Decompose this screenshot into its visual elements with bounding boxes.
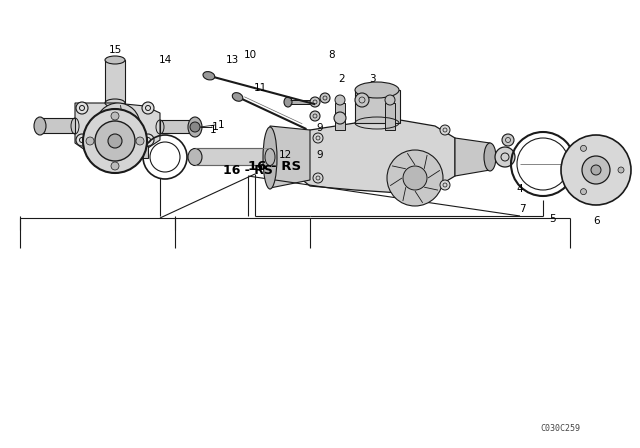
Circle shape — [111, 112, 119, 120]
Circle shape — [96, 103, 140, 147]
Polygon shape — [75, 103, 160, 153]
Polygon shape — [385, 103, 395, 130]
Text: 2: 2 — [339, 74, 346, 84]
Text: 14: 14 — [158, 55, 172, 65]
Circle shape — [320, 93, 330, 103]
Ellipse shape — [188, 148, 202, 165]
Text: 10: 10 — [243, 50, 257, 60]
Text: 3: 3 — [369, 74, 375, 84]
Circle shape — [355, 93, 369, 107]
Circle shape — [582, 156, 610, 184]
Circle shape — [111, 162, 119, 170]
Text: 12: 12 — [278, 150, 292, 160]
Circle shape — [136, 148, 144, 156]
Text: 15: 15 — [108, 45, 122, 55]
Polygon shape — [132, 146, 148, 158]
Circle shape — [86, 137, 94, 145]
Text: 16 - RS: 16 - RS — [248, 159, 301, 172]
Ellipse shape — [232, 93, 243, 101]
Circle shape — [502, 134, 514, 146]
Circle shape — [580, 145, 586, 151]
Text: 1: 1 — [211, 122, 218, 132]
Text: 9: 9 — [317, 150, 323, 160]
Polygon shape — [579, 178, 591, 202]
Circle shape — [440, 180, 450, 190]
Polygon shape — [87, 146, 103, 158]
Text: 16 - RS: 16 - RS — [223, 164, 273, 177]
Ellipse shape — [484, 143, 496, 171]
Circle shape — [110, 117, 126, 133]
Circle shape — [136, 137, 144, 145]
Circle shape — [83, 109, 147, 173]
Circle shape — [335, 95, 345, 105]
Circle shape — [591, 165, 601, 175]
Text: 1: 1 — [210, 125, 216, 135]
Polygon shape — [160, 120, 195, 133]
Circle shape — [580, 189, 586, 194]
Polygon shape — [600, 180, 626, 195]
Polygon shape — [455, 138, 490, 176]
Ellipse shape — [105, 56, 125, 64]
Ellipse shape — [203, 72, 215, 80]
Circle shape — [387, 150, 443, 206]
Text: 8: 8 — [329, 50, 335, 60]
Polygon shape — [270, 126, 310, 188]
Circle shape — [91, 148, 99, 156]
Circle shape — [334, 112, 346, 124]
Text: C030C259: C030C259 — [540, 424, 580, 433]
Circle shape — [310, 97, 320, 107]
Circle shape — [76, 102, 88, 114]
Circle shape — [108, 134, 122, 148]
Polygon shape — [355, 90, 400, 123]
Text: 7: 7 — [518, 204, 525, 214]
Ellipse shape — [263, 127, 277, 189]
Circle shape — [618, 167, 624, 173]
Polygon shape — [40, 118, 75, 133]
Circle shape — [403, 166, 427, 190]
Circle shape — [313, 173, 323, 183]
Text: 9: 9 — [317, 123, 323, 133]
Text: 6: 6 — [594, 216, 600, 226]
Text: 13: 13 — [225, 55, 239, 65]
Text: 1: 1 — [218, 120, 225, 130]
Polygon shape — [608, 146, 627, 170]
Text: 5: 5 — [550, 214, 556, 224]
Polygon shape — [290, 100, 310, 104]
Circle shape — [561, 135, 631, 205]
Ellipse shape — [188, 117, 202, 137]
Circle shape — [310, 111, 320, 121]
Polygon shape — [300, 120, 455, 193]
Circle shape — [190, 122, 200, 132]
Circle shape — [76, 134, 88, 146]
Polygon shape — [580, 137, 600, 157]
Polygon shape — [335, 103, 345, 130]
Circle shape — [142, 134, 154, 146]
Ellipse shape — [355, 82, 399, 98]
Ellipse shape — [34, 117, 46, 135]
Polygon shape — [563, 162, 585, 176]
Circle shape — [495, 147, 515, 167]
Circle shape — [142, 102, 154, 114]
Ellipse shape — [284, 97, 292, 107]
Circle shape — [385, 95, 395, 105]
Text: 4: 4 — [516, 184, 524, 194]
Circle shape — [440, 125, 450, 135]
Circle shape — [313, 133, 323, 143]
Circle shape — [95, 121, 135, 161]
Polygon shape — [195, 148, 270, 165]
Polygon shape — [105, 60, 125, 103]
Text: 11: 11 — [253, 83, 267, 93]
